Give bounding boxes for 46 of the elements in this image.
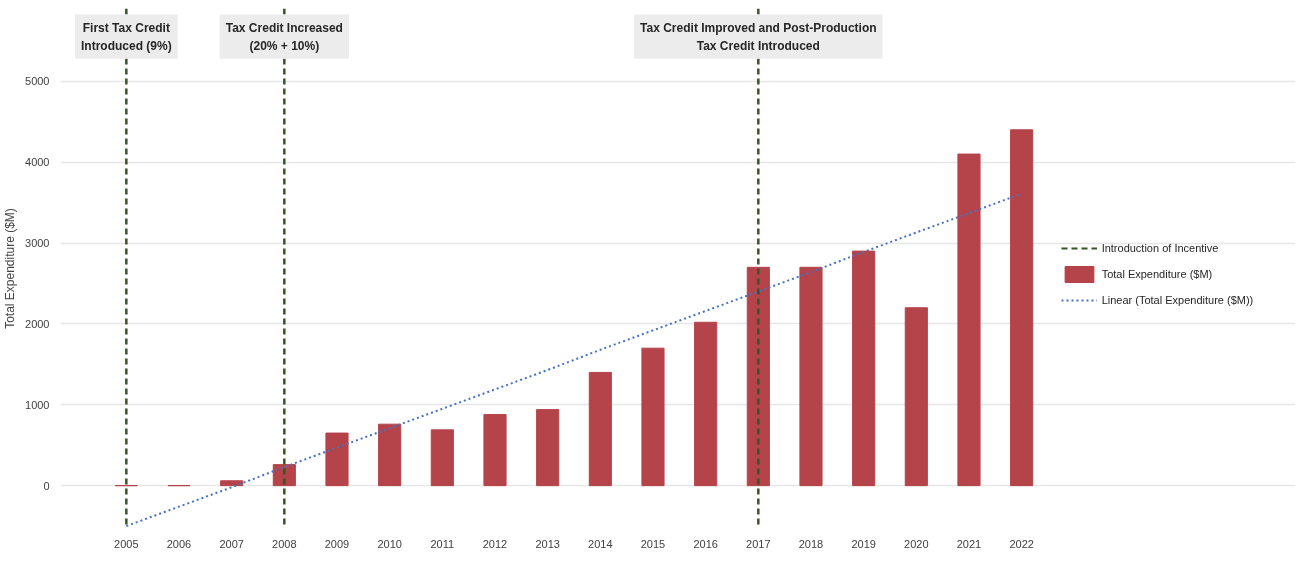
x-tick-label: 2013 [535, 537, 560, 550]
x-tick-label: 2015 [640, 537, 666, 550]
x-tick-label: 2014 [588, 537, 613, 550]
ref-line-label: Tax Credit Increased (20% + 10%) [225, 20, 343, 53]
y-tick-label: 3000 [25, 237, 50, 250]
ref-line-label: Tax Credit Improved and Post-Production Tax Credit Introduced [640, 20, 877, 53]
x-tick-label: 2012 [482, 537, 508, 550]
x-tick-label: 2008 [272, 537, 297, 550]
x-tick-label: 2020 [904, 537, 929, 550]
bar [588, 371, 612, 487]
x-tick-label: 2016 [693, 537, 718, 550]
bar [799, 266, 823, 487]
bar [641, 347, 665, 487]
bar [957, 153, 981, 487]
legend-label: Linear (Total Expenditure ($M)) [1101, 293, 1254, 306]
bar [430, 429, 454, 487]
y-axis-title: Total Expenditure ($M) [3, 208, 18, 329]
x-tick-label: 2007 [219, 537, 244, 550]
legend-label: Introduction of Incentive [1101, 241, 1219, 254]
x-tick-label: 2009 [324, 537, 350, 550]
bar [483, 413, 507, 487]
bar [694, 321, 718, 487]
x-tick-label: 2006 [166, 537, 192, 550]
bar [325, 432, 349, 487]
x-tick-label: 2022 [1009, 537, 1034, 550]
ref-line-label: First Tax Credit Introduced (9%) [81, 20, 172, 53]
y-tick-label: 1000 [25, 398, 50, 411]
bar [904, 307, 928, 487]
legend-label: Total Expenditure ($M) [1101, 267, 1213, 280]
bar [220, 480, 244, 487]
y-tick-label: 4000 [25, 156, 50, 169]
x-tick-label: 2018 [798, 537, 824, 550]
y-tick-label: 5000 [25, 75, 50, 88]
x-tick-label: 2010 [377, 537, 402, 550]
bar [746, 266, 770, 487]
x-tick-label: 2011 [430, 537, 455, 550]
y-tick-label: 2000 [25, 317, 50, 330]
bar [852, 250, 876, 487]
x-tick-label: 2021 [956, 537, 982, 550]
x-tick-label: 2019 [851, 537, 876, 550]
x-tick-label: 2017 [746, 537, 771, 550]
y-tick-label: 0 [43, 479, 50, 492]
bar [378, 423, 402, 487]
x-tick-label: 2005 [114, 537, 139, 550]
bar [1010, 129, 1034, 487]
bar [536, 409, 560, 487]
